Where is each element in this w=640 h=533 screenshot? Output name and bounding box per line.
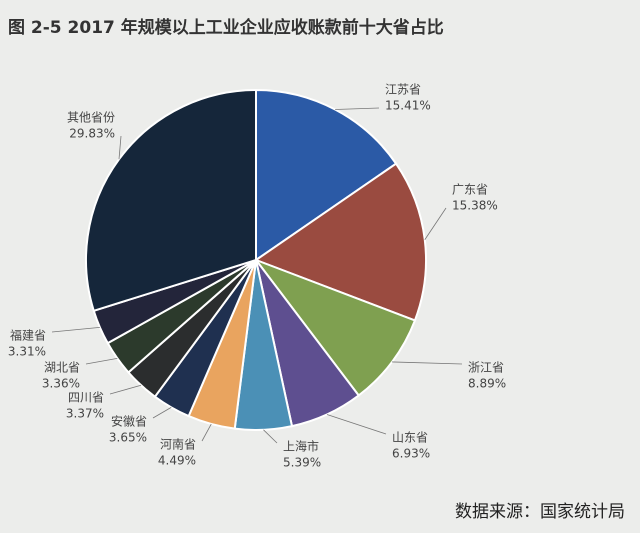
value-label: 3.31% (8, 345, 46, 359)
leader-line (392, 361, 463, 365)
value-label: 15.38% (452, 199, 498, 213)
leader-line (85, 357, 118, 365)
slice-label: 上海市 (283, 439, 319, 454)
value-label: 3.65% (109, 431, 147, 445)
slice-label: 江苏省 (385, 83, 421, 97)
slice-label: 四川省 (68, 391, 104, 405)
leader-line (201, 423, 212, 442)
value-label: 8.89% (468, 377, 506, 391)
chart-title: 图 2-5 2017 年规模以上工业企业应收账款前十大省占比 (8, 17, 444, 38)
slice-label: 湖北省 (44, 360, 80, 375)
leader-line (424, 207, 447, 240)
leader-line (109, 384, 142, 395)
value-label: 4.49% (158, 454, 196, 468)
value-label: 5.39% (283, 456, 321, 470)
slice-label: 河南省 (160, 437, 196, 452)
slice-label: 山东省 (392, 431, 428, 445)
source-note: 数据来源：国家统计局 (455, 502, 625, 522)
leader-line (335, 107, 380, 110)
leader-line (263, 429, 278, 444)
leader-line (51, 326, 100, 333)
pie-slice (253, 257, 417, 397)
value-label: 3.36% (42, 377, 80, 391)
value-label: 29.83% (69, 127, 115, 141)
slice-label: 福建省 (10, 328, 46, 343)
value-label: 15.41% (385, 99, 431, 113)
leader-line (118, 135, 122, 160)
slice-label: 浙江省 (468, 361, 504, 375)
slice-label: 其他省份 (67, 111, 115, 125)
leader-line (152, 407, 172, 419)
value-label: 6.93% (392, 447, 430, 461)
slice-label: 安徽省 (111, 414, 147, 429)
pie-slice (85, 88, 257, 313)
slice-label: 广东省 (452, 183, 488, 197)
leader-line (326, 414, 387, 435)
value-label: 3.37% (66, 407, 104, 421)
